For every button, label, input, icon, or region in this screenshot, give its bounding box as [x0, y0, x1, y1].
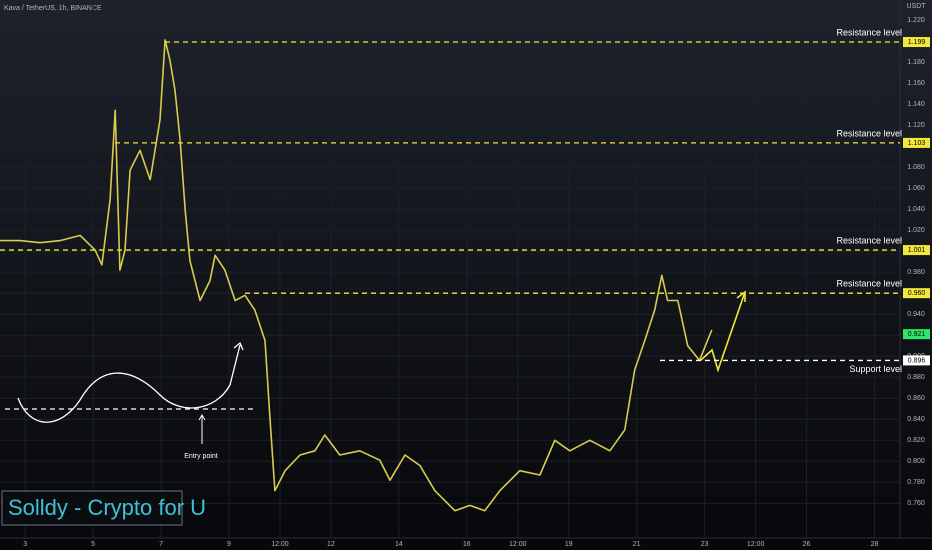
y-tick-label: 0.880: [907, 374, 925, 381]
level-name: Support level: [849, 364, 902, 374]
projection-arrowhead: [736, 290, 746, 302]
x-tick-label: 19: [565, 541, 573, 548]
last-price-box: [903, 329, 930, 340]
y-tick-label: 0.820: [907, 437, 925, 444]
x-tick-label: 12:00: [271, 541, 289, 548]
level-price-box: [903, 137, 930, 148]
watermark-box: [1, 490, 183, 526]
level-price-label: 1.199: [908, 39, 926, 46]
last-price-label: 0.921: [908, 331, 926, 338]
y-tick-label: 0.980: [907, 269, 925, 276]
y-tick-label: 1.060: [907, 185, 925, 192]
x-tick-label: 12:00: [747, 541, 765, 548]
level-price-label: 0.960: [908, 290, 926, 297]
x-tick-label: 16: [463, 541, 471, 548]
level-price-label: 1.103: [908, 140, 926, 147]
y-tick-label: 1.220: [907, 17, 925, 24]
y-tick-label: 0.760: [907, 500, 925, 507]
y-tick-label: 0.860: [907, 395, 925, 402]
x-tick-label: 3: [23, 541, 27, 548]
plot: [0, 39, 713, 512]
y-tick-label: 0.800: [907, 458, 925, 465]
level-price-label: 0.896: [908, 357, 926, 364]
pattern-arrowhead: [233, 341, 244, 351]
x-tick-label: 23: [701, 541, 709, 548]
chart-title: Kava / TetherUS, 1h, BINANCE: [4, 5, 102, 12]
x-tick-label: 21: [633, 541, 641, 548]
pattern-curve: [17, 344, 241, 423]
y-tick-label: 0.940: [907, 311, 925, 318]
y-tick-label: 0.780: [907, 479, 925, 486]
level-name: Resistance level: [836, 235, 902, 245]
y-tick-label: 0.840: [907, 416, 925, 423]
y-tick-label: 1.040: [907, 206, 925, 213]
x-tick-label: 9: [227, 541, 231, 548]
y-tick-label: 1.020: [907, 227, 925, 234]
level-price-label: 1.001: [908, 247, 926, 254]
price-unit: USDT: [906, 3, 926, 10]
y-tick-label: 1.080: [907, 164, 925, 171]
watermark: Solldy - Crypto for U: [8, 495, 206, 520]
level-name: Resistance level: [836, 27, 902, 37]
level-price-box: [903, 355, 930, 366]
level-price-box: [903, 37, 930, 48]
price-line: [0, 39, 713, 512]
x-tick-label: 14: [395, 541, 403, 548]
y-tick-label: 1.180: [907, 59, 925, 66]
x-tick-label: 28: [871, 541, 879, 548]
y-tick-label: 1.140: [907, 101, 925, 108]
y-tick-label: 1.120: [907, 122, 925, 129]
level-name: Resistance level: [836, 128, 902, 138]
level-name: Resistance level: [836, 279, 902, 289]
x-tick-label: 12: [327, 541, 335, 548]
y-tick-label: 1.160: [907, 80, 925, 87]
level-price-box: [903, 288, 930, 299]
x-tick-label: 26: [803, 541, 811, 548]
level-price-box: [903, 245, 930, 256]
x-tick-label: 5: [91, 541, 95, 548]
grid: [0, 0, 900, 538]
entry-label: Entry point: [184, 453, 218, 460]
entry-arrowhead: [198, 414, 206, 421]
x-tick-label: 7: [159, 541, 163, 548]
x-tick-label: 12:00: [509, 541, 527, 548]
